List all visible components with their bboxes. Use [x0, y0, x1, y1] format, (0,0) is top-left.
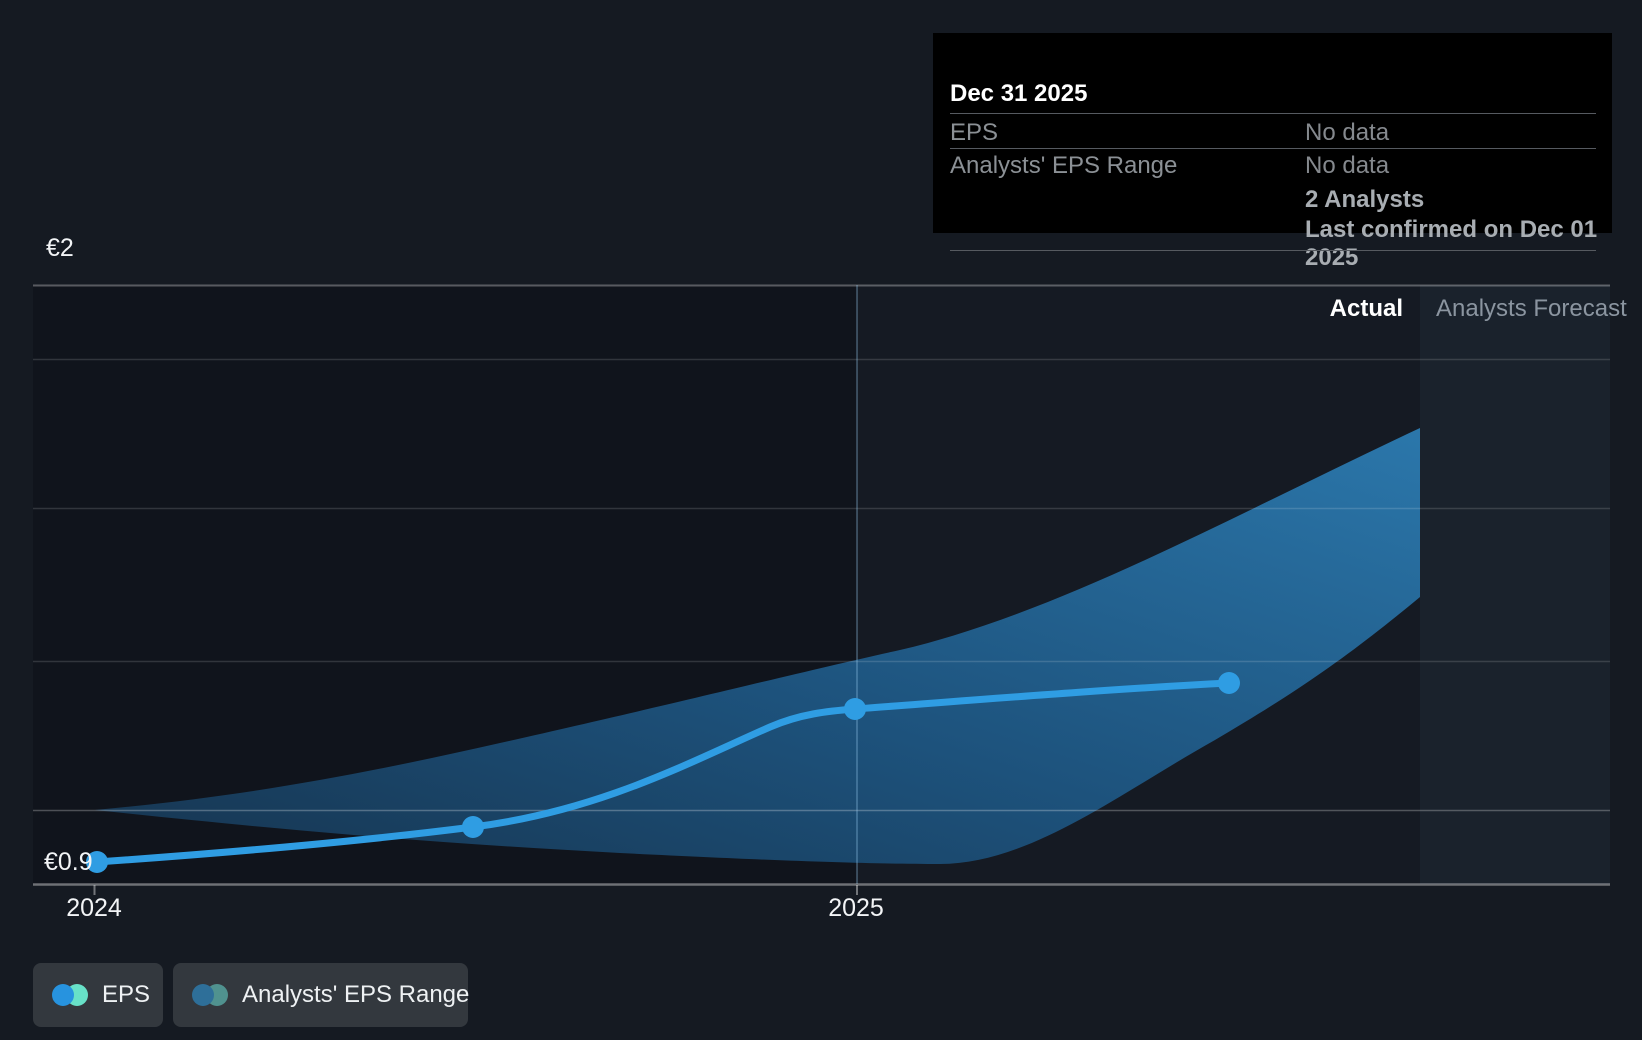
legend-eps-label: EPS: [102, 981, 151, 1008]
tooltip-row-value-range: No data: [1305, 152, 1390, 179]
x-tick-label-2025: 2025: [828, 894, 884, 922]
legend-toggle-eps[interactable]: EPS: [33, 963, 163, 1027]
eps-point[interactable]: [844, 698, 866, 720]
tooltip-row-value-eps: No data: [1305, 119, 1390, 146]
tooltip-last-confirmed: Last confirmed on Dec 01 2025: [1305, 216, 1598, 271]
eps-point[interactable]: [462, 816, 484, 838]
tooltip-date-title: Dec 31 2025: [950, 80, 1088, 107]
tooltip-divider: [950, 250, 1596, 251]
eps-point[interactable]: [1218, 672, 1240, 694]
forecast-band: [1420, 285, 1610, 884]
tooltip-analysts-count: 2 Analysts: [1305, 186, 1425, 213]
legend-toggle-eps-range[interactable]: Analysts' EPS Range: [173, 963, 470, 1027]
hover-tooltip: Dec 31 2025 EPS No data Analysts' EPS Ra…: [933, 33, 1612, 271]
eps-line[interactable]: [93, 679, 1233, 866]
legend-range-label: Analysts' EPS Range: [242, 981, 470, 1008]
x-tick-label-2024: 2024: [66, 894, 122, 922]
y-axis-max-label: €2: [46, 234, 74, 262]
actual-zone-label: Actual: [1329, 295, 1403, 322]
y-axis-min-label: €0.9: [44, 848, 93, 876]
tooltip-row-label-range: Analysts' EPS Range: [950, 152, 1178, 179]
range-blue-dot-icon: [192, 984, 214, 1006]
tooltip-row-label-eps: EPS: [950, 119, 999, 146]
legend-range-dots: [192, 984, 228, 1006]
tooltip-divider: [950, 148, 1596, 149]
forecast-zone-label: Analysts Forecast: [1436, 295, 1627, 322]
tooltip-divider: [950, 113, 1596, 114]
eps-range-area: [95, 428, 1420, 864]
eps-point[interactable]: [86, 851, 108, 873]
eps-blue-dot-icon: [52, 984, 74, 1006]
legend-eps-dots: [52, 984, 88, 1006]
